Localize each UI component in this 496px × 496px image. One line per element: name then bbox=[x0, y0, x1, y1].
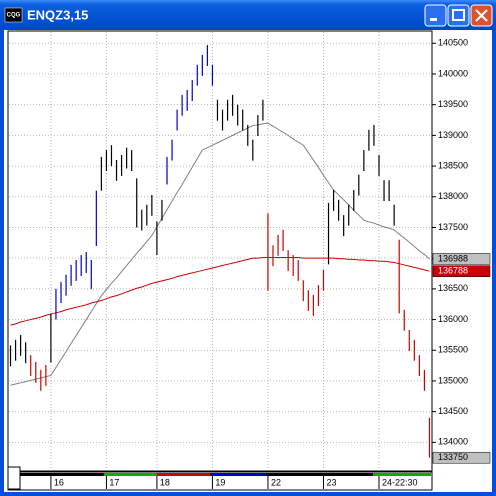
price-marker-label: 133750 bbox=[438, 452, 468, 462]
day-strip-segment bbox=[104, 473, 157, 476]
y-tick-label: 140500 bbox=[438, 38, 468, 48]
y-tick-label: 140000 bbox=[438, 68, 468, 78]
price-marker bbox=[432, 253, 491, 265]
price-marker-label: 136788 bbox=[438, 266, 468, 276]
y-tick-label: 136000 bbox=[438, 314, 468, 324]
x-tick-label: 23 bbox=[326, 477, 336, 487]
y-tick-label: 134000 bbox=[438, 437, 468, 447]
minimize-glyph bbox=[430, 18, 437, 21]
day-strip-segment bbox=[266, 473, 373, 476]
y-tick-label: 139000 bbox=[438, 130, 468, 140]
app-icon-text: CQG bbox=[7, 13, 21, 19]
maximize-box[interactable] bbox=[447, 4, 470, 27]
title-bar bbox=[0, 0, 496, 30]
x-tick-label: 19 bbox=[215, 477, 225, 487]
maximize-button[interactable] bbox=[447, 4, 470, 27]
day-strip bbox=[20, 473, 431, 476]
close-glyph bbox=[475, 9, 488, 22]
y-tick-label: 135500 bbox=[438, 345, 468, 355]
x-tick-label: 17 bbox=[109, 477, 119, 487]
day-strip-segment bbox=[157, 473, 210, 476]
day-strip-segment bbox=[20, 473, 104, 476]
y-tick-label: 138500 bbox=[438, 160, 468, 170]
close-button[interactable] bbox=[470, 4, 493, 27]
price-marker bbox=[432, 265, 491, 277]
x-tick-label: 16 bbox=[54, 477, 64, 487]
moving-average-line bbox=[10, 122, 430, 386]
x-tick-label: 24-22:30 bbox=[382, 477, 418, 487]
minimize-box[interactable] bbox=[424, 4, 447, 27]
moving-average-line bbox=[10, 257, 430, 326]
day-strip-segment bbox=[210, 473, 266, 476]
price-marker-label: 136988 bbox=[438, 253, 468, 263]
minimize-button[interactable] bbox=[424, 4, 447, 27]
window-title: ENQZ3,15 bbox=[27, 7, 88, 22]
scroll-box[interactable] bbox=[7, 466, 21, 490]
y-tick-label: 138000 bbox=[438, 191, 468, 201]
y-tick-label: 137500 bbox=[438, 222, 468, 232]
y-tick-label: 136500 bbox=[438, 283, 468, 293]
maximize-glyph bbox=[452, 9, 465, 21]
y-tick-label: 139500 bbox=[438, 99, 468, 109]
y-tick-label: 134500 bbox=[438, 406, 468, 416]
x-tick-label: 18 bbox=[160, 477, 170, 487]
x-tick-label: 22 bbox=[271, 477, 281, 487]
y-tick-label: 135000 bbox=[438, 375, 468, 385]
plot-area bbox=[7, 30, 433, 472]
day-strip-segment bbox=[373, 473, 431, 476]
app-icon bbox=[4, 7, 23, 23]
price-marker bbox=[432, 451, 491, 464]
chart-layer: 1340001345001350001355001360001365001370… bbox=[9, 32, 491, 489]
